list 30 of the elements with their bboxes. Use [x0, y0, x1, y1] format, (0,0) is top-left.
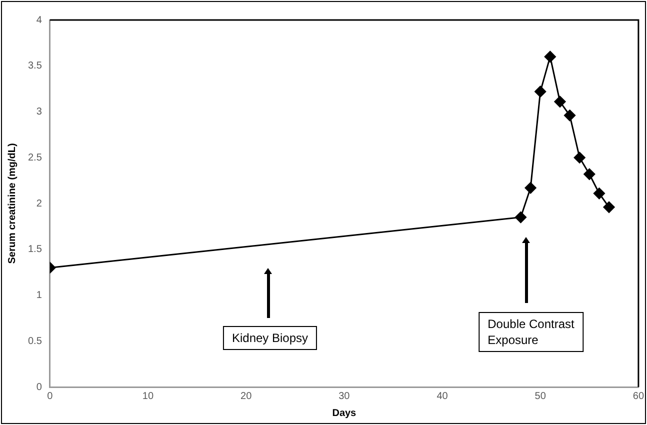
y-tick-label: 2 — [36, 198, 42, 210]
x-axis-title: Days — [332, 408, 357, 419]
point — [593, 188, 605, 200]
point — [603, 201, 615, 213]
y-tick-label: 3 — [36, 106, 42, 118]
point — [524, 182, 536, 194]
point — [554, 96, 566, 108]
y-tick-label: 1 — [36, 290, 42, 301]
y-tick-label: 3.5 — [28, 60, 42, 72]
y-tick-label: 2.5 — [28, 152, 42, 164]
y-tick-label: 4 — [36, 14, 42, 26]
point — [564, 110, 576, 122]
y-tick-label: 1.5 — [28, 244, 42, 256]
point — [584, 168, 596, 180]
point — [514, 212, 526, 224]
annotation: Double Contrast Exposure — [478, 312, 584, 352]
x-tick-label: 20 — [240, 390, 252, 402]
y-axis-title: Serum creatinine (mg/dL) — [6, 143, 18, 264]
point — [534, 86, 546, 98]
x-tick-label: 40 — [436, 390, 448, 402]
y-tick-label: 0.5 — [28, 336, 42, 347]
annotation: Kidney Biopsy — [222, 326, 318, 350]
x-tick-label: 60 — [632, 390, 644, 402]
x-tick-label: 0 — [47, 390, 54, 402]
x-tick-label: 30 — [338, 390, 350, 402]
x-tick-label: 50 — [534, 390, 546, 402]
y-tick-label: 0 — [36, 382, 42, 393]
point — [574, 152, 586, 164]
x-tick-label: 10 — [142, 390, 154, 402]
point — [544, 50, 556, 62]
